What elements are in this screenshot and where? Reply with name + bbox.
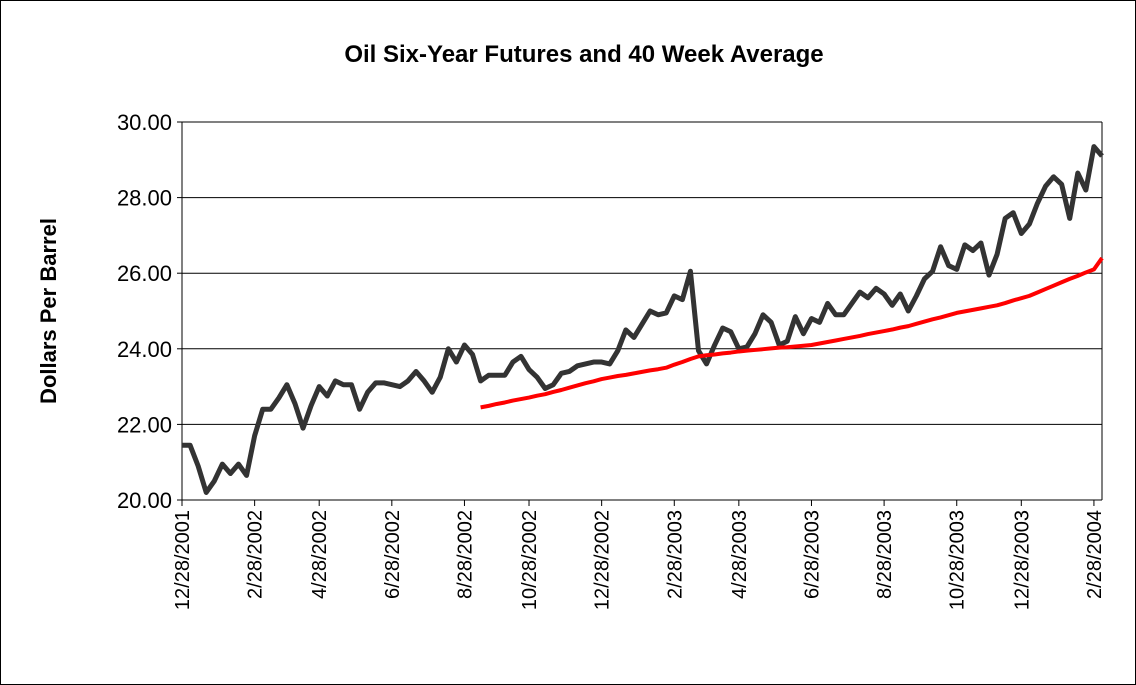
x-tick-label: 8/28/2002 <box>454 510 476 599</box>
chart-title: Oil Six-Year Futures and 40 Week Average <box>344 41 823 68</box>
x-tick-label: 4/28/2002 <box>309 510 331 599</box>
x-tick-label: 12/28/2003 <box>1011 510 1033 610</box>
y-tick-label: 30.00 <box>117 110 172 135</box>
x-tick-label: 12/28/2002 <box>592 510 614 610</box>
y-tick-label: 22.00 <box>117 412 172 437</box>
x-tick-label: 2/28/2004 <box>1084 510 1106 599</box>
y-tick-label: 24.00 <box>117 337 172 362</box>
x-tick-label: 6/28/2002 <box>382 510 404 599</box>
y-tick-label: 20.00 <box>117 488 172 513</box>
x-tick-label: 8/28/2003 <box>874 510 896 599</box>
x-tick-label: 10/28/2002 <box>519 510 541 610</box>
y-axis-label: Dollars Per Barrel <box>36 218 61 404</box>
x-tick-label: 12/28/2001 <box>172 510 194 610</box>
x-tick-label: 10/28/2003 <box>947 510 969 610</box>
series-line <box>480 256 1104 410</box>
series-line <box>182 144 1104 495</box>
x-tick-label: 6/28/2003 <box>801 510 823 599</box>
x-tick-label: 4/28/2003 <box>729 510 751 599</box>
y-tick-label: 26.00 <box>117 261 172 286</box>
x-tick-label: 2/28/2003 <box>664 510 686 599</box>
y-tick-label: 28.00 <box>117 186 172 211</box>
x-tick-label: 2/28/2002 <box>245 510 267 599</box>
